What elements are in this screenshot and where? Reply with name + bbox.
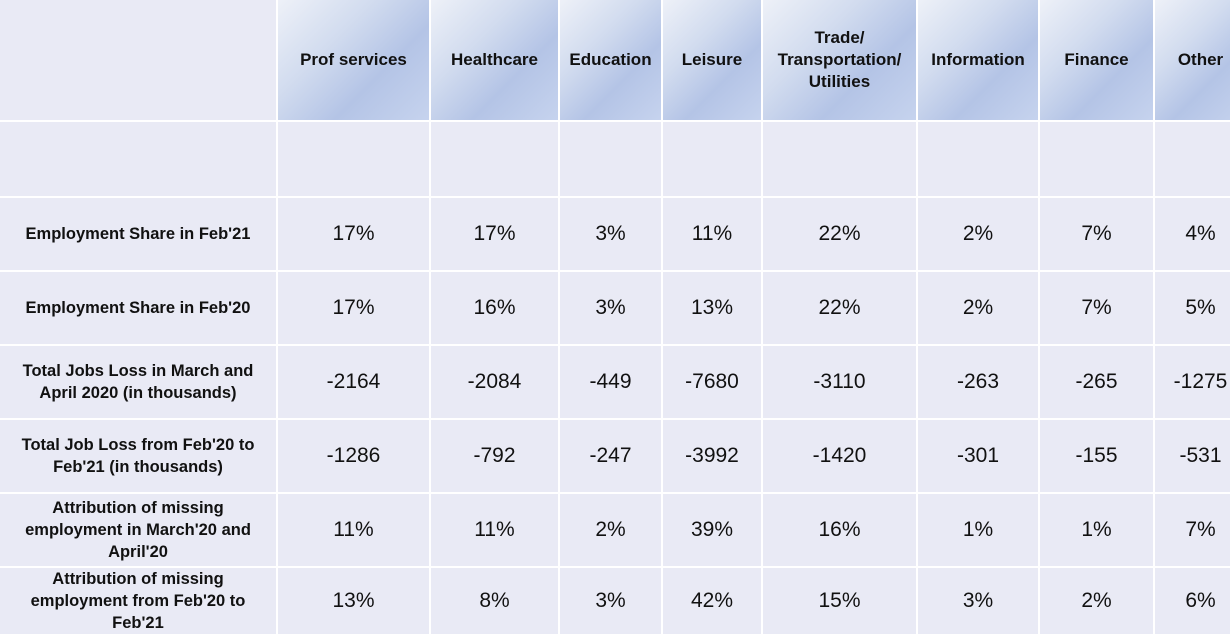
table-cell: -247	[560, 420, 661, 492]
table-cell: 3%	[918, 568, 1038, 634]
table-cell: 7%	[1040, 272, 1153, 344]
table-cell: 13%	[663, 272, 761, 344]
row-header-employment-share-feb20: Employment Share in Feb'20	[0, 272, 276, 344]
table-cell: -449	[560, 346, 661, 418]
table-cell: -263	[918, 346, 1038, 418]
table-cell: 4%	[1155, 198, 1230, 270]
table-cell: 6%	[1155, 568, 1230, 634]
table-cell: 22%	[763, 272, 916, 344]
table-cell: 2%	[1040, 568, 1153, 634]
table-cell: 42%	[663, 568, 761, 634]
table-cell: 5%	[1155, 272, 1230, 344]
table-cell: 1%	[918, 494, 1038, 566]
blank-cell	[278, 122, 429, 196]
column-header-trade-transportation-utilities: Trade/ Transportation/ Utilities	[763, 0, 916, 120]
blank-cell	[1155, 122, 1230, 196]
table-cell: 39%	[663, 494, 761, 566]
column-header-healthcare: Healthcare	[431, 0, 558, 120]
table-cell: 15%	[763, 568, 916, 634]
table-cell: -3110	[763, 346, 916, 418]
column-header-finance: Finance	[1040, 0, 1153, 120]
table-cell: -1275	[1155, 346, 1230, 418]
table-cell: 16%	[763, 494, 916, 566]
table-corner-cell	[0, 0, 276, 120]
column-header-leisure: Leisure	[663, 0, 761, 120]
blank-cell	[0, 122, 276, 196]
table-cell: 2%	[918, 198, 1038, 270]
blank-cell	[918, 122, 1038, 196]
table-cell: 13%	[278, 568, 429, 634]
table-cell: 11%	[663, 198, 761, 270]
table-cell: -792	[431, 420, 558, 492]
table-cell: 1%	[1040, 494, 1153, 566]
row-header-total-jobs-loss-mar-apr-2020: Total Jobs Loss in March and April 2020 …	[0, 346, 276, 418]
column-header-information: Information	[918, 0, 1038, 120]
row-header-total-job-loss-feb20-feb21: Total Job Loss from Feb'20 to Feb'21 (in…	[0, 420, 276, 492]
table-cell: -7680	[663, 346, 761, 418]
table-cell: 2%	[918, 272, 1038, 344]
blank-cell	[763, 122, 916, 196]
blank-cell	[1040, 122, 1153, 196]
table-cell: 8%	[431, 568, 558, 634]
row-header-attribution-mar20-apr20: Attribution of missing employment in Mar…	[0, 494, 276, 566]
row-header-employment-share-feb21: Employment Share in Feb'21	[0, 198, 276, 270]
table-cell: 11%	[431, 494, 558, 566]
row-header-attribution-feb20-feb21: Attribution of missing employment from F…	[0, 568, 276, 634]
column-header-prof-services: Prof services	[278, 0, 429, 120]
blank-cell	[560, 122, 661, 196]
table-cell: -1420	[763, 420, 916, 492]
table-cell: 3%	[560, 272, 661, 344]
table-cell: -531	[1155, 420, 1230, 492]
table-cell: 11%	[278, 494, 429, 566]
blank-cell	[431, 122, 558, 196]
table-cell: 3%	[560, 198, 661, 270]
table-cell: -265	[1040, 346, 1153, 418]
blank-cell	[663, 122, 761, 196]
column-header-other: Other	[1155, 0, 1230, 120]
table-cell: -2164	[278, 346, 429, 418]
table-cell: 22%	[763, 198, 916, 270]
table-cell: -301	[918, 420, 1038, 492]
table-cell: 17%	[431, 198, 558, 270]
table-cell: 17%	[278, 198, 429, 270]
table-cell: 3%	[560, 568, 661, 634]
table-cell: -2084	[431, 346, 558, 418]
table-cell: -155	[1040, 420, 1153, 492]
column-header-education: Education	[560, 0, 661, 120]
table-cell: -1286	[278, 420, 429, 492]
table-cell: 16%	[431, 272, 558, 344]
table-cell: 7%	[1155, 494, 1230, 566]
table-cell: 7%	[1040, 198, 1153, 270]
table-cell: -3992	[663, 420, 761, 492]
table-cell: 17%	[278, 272, 429, 344]
table-cell: 2%	[560, 494, 661, 566]
